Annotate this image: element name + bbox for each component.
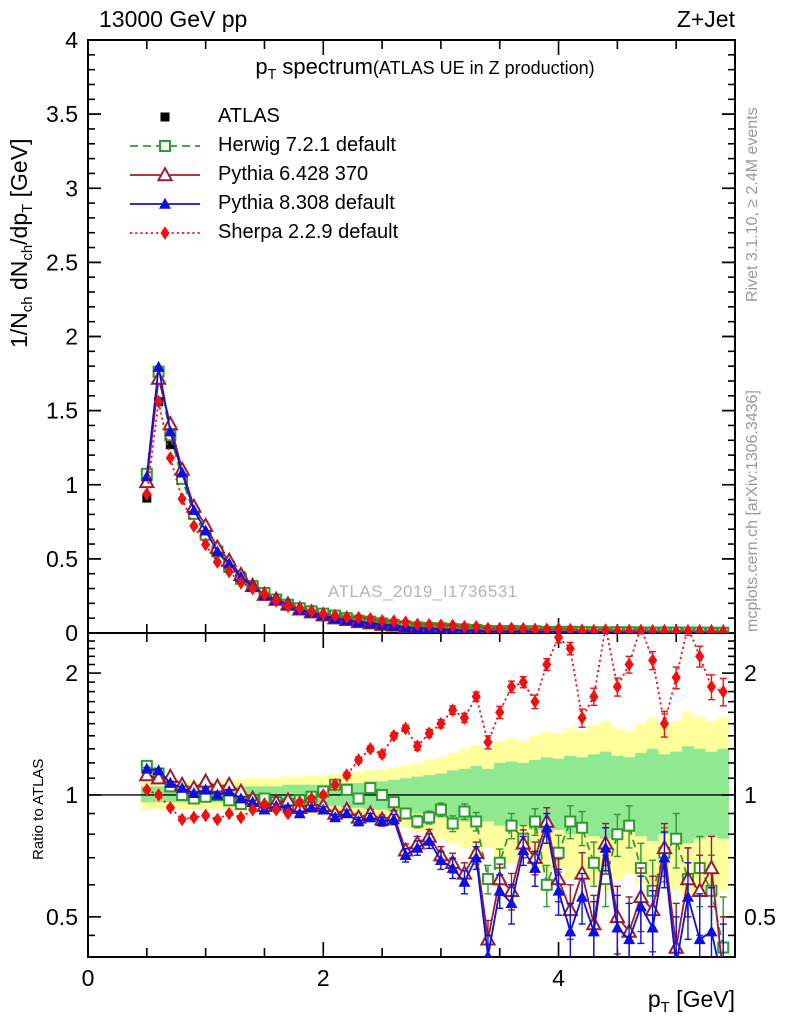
svg-text:0.5: 0.5: [744, 904, 776, 930]
plot-title-paren: (ATLAS UE in Z production): [372, 58, 595, 78]
legend-marker-pythia8: [130, 197, 200, 209]
legend-label: Pythia 8.308 default: [218, 192, 395, 214]
legend-marker-pythia6: [130, 165, 200, 181]
legend-label: ATLAS: [218, 105, 280, 127]
svg-text:3.5: 3.5: [46, 101, 78, 127]
legend-marker-sherpa: [130, 225, 200, 240]
legend-label: Pythia 6.428 370: [218, 163, 369, 185]
svg-text:0: 0: [65, 620, 78, 646]
ratio-panel-series: [138, 633, 730, 957]
main-panel-series: [138, 360, 730, 633]
legend-label: Herwig 7.2.1 default: [218, 134, 396, 156]
header-process: Z+Jet: [676, 6, 735, 32]
svg-text:1: 1: [65, 472, 78, 498]
legend-item-pythia8: Pythia 8.308 default: [128, 189, 398, 218]
svg-text:0: 0: [82, 965, 95, 991]
legend-marker-herwig: [130, 139, 200, 152]
header-beam-energy: 13000 GeV pp: [99, 6, 248, 32]
plot-title: pT spectrum(ATLAS UE in Z production): [120, 54, 730, 83]
axis-tick-labels: 0 0.5 1 1.5 2 2.5 3 3.5 4 0.5 0.5 1 1 2 2 0 2 4: [46, 27, 776, 991]
series-main-herwig: [140, 365, 730, 633]
svg-text:4: 4: [552, 965, 565, 991]
svg-text:1.5: 1.5: [46, 398, 78, 424]
series-main-pythia6: [138, 369, 729, 633]
legend-item-atlas: ATLAS: [128, 102, 398, 131]
analysis-id-watermark: ATLAS_2019_I1736531: [328, 582, 518, 601]
svg-text:3: 3: [65, 175, 78, 201]
svg-text:2.5: 2.5: [46, 249, 78, 275]
svg-text:4: 4: [65, 27, 78, 53]
svg-text:2: 2: [65, 660, 78, 686]
legend-item-pythia6: Pythia 6.428 370: [128, 160, 398, 189]
svg-text:0.5: 0.5: [46, 546, 78, 572]
series-main-pythia8: [140, 360, 727, 633]
legend-item-sherpa: Sherpa 2.2.9 default: [128, 218, 398, 247]
legend-item-herwig: Herwig 7.2.1 default: [128, 131, 398, 160]
svg-text:0.5: 0.5: [46, 904, 78, 930]
svg-text:2: 2: [317, 965, 330, 991]
legend: ATLAS Herwig 7.2.1 default Pythia 6.428 37…: [128, 102, 398, 247]
plot-title-main: pT spectrum: [255, 54, 373, 83]
legend-label: Sherpa 2.2.9 default: [218, 221, 399, 243]
svg-text:2: 2: [65, 324, 78, 350]
series-main-atlas: [142, 397, 728, 633]
svg-text:2: 2: [744, 660, 757, 686]
series-ratio-sherpa: [142, 633, 728, 827]
axis-ticks: [87, 39, 735, 957]
series-ratio-pythia8: [140, 762, 727, 957]
legend-marker-atlas: [160, 112, 170, 121]
svg-text:1: 1: [744, 782, 757, 808]
series-main-sherpa: [142, 394, 728, 633]
x-axis-label: pT [GeV]: [647, 986, 735, 1017]
svg-text:1: 1: [65, 782, 78, 808]
